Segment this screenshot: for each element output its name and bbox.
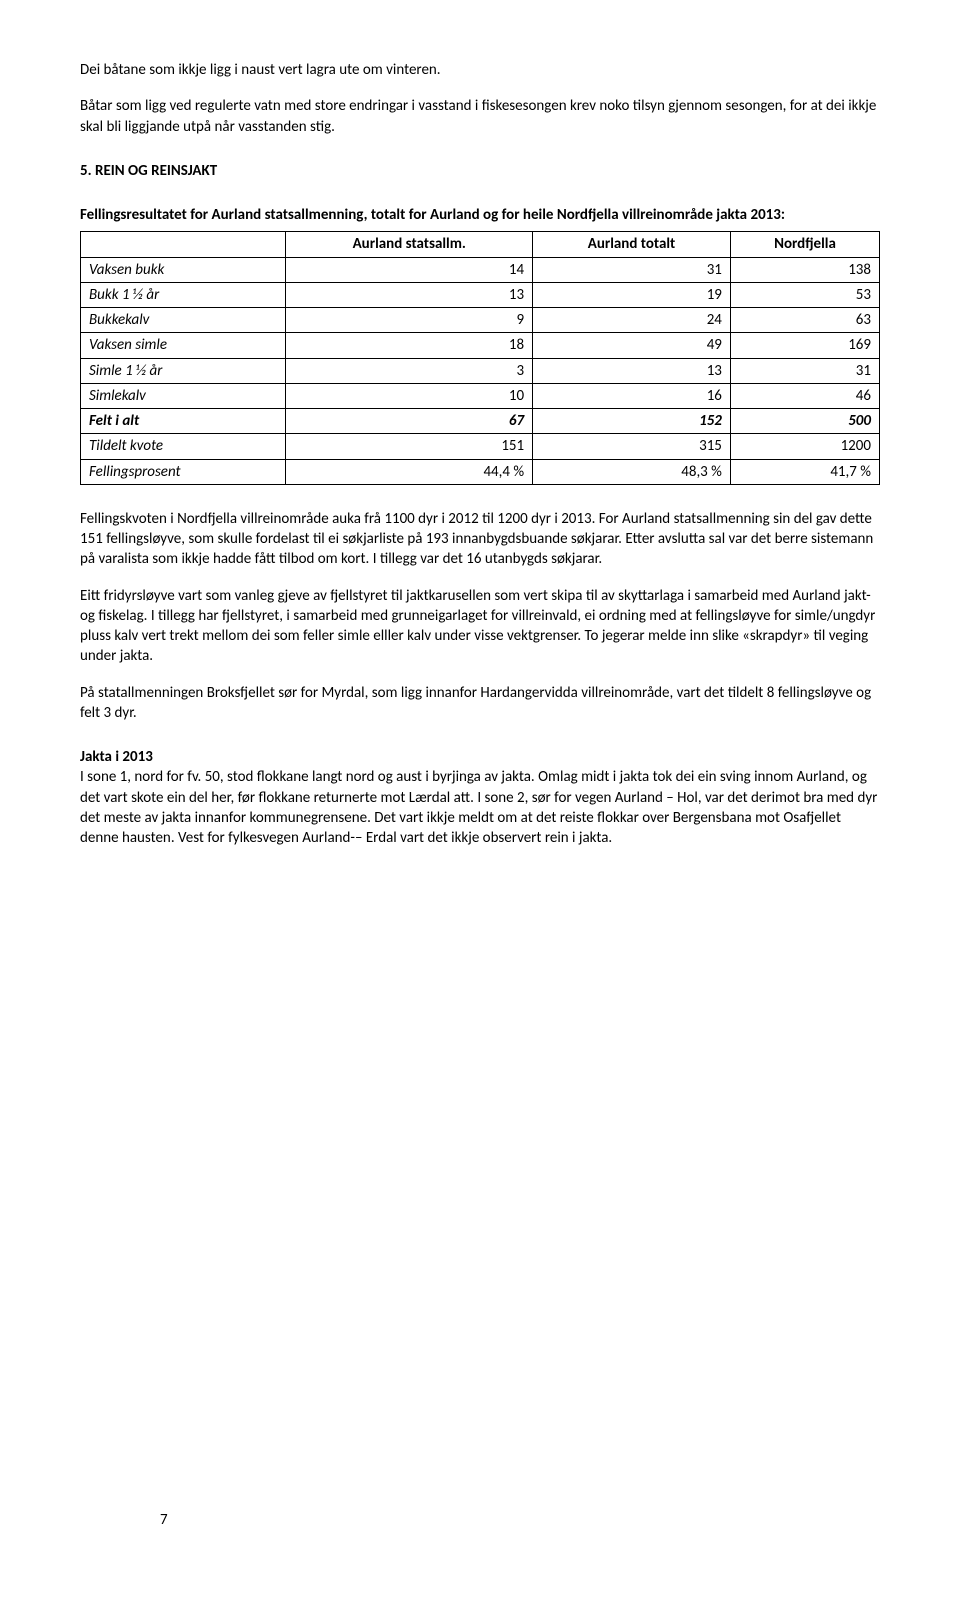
col-header-empty [81,232,286,257]
table-row: Simle 1 ½ år31331 [81,358,880,383]
cell-statsallm: 151 [286,434,533,459]
cell-statsallm: 44,4 % [286,459,533,484]
paragraph-fridyrsloyve: Eitt fridyrsløyve vart som vanleg gjeve … [80,586,880,667]
cell-totalt: 152 [533,409,731,434]
paragraph-boats-1: Dei båtane som ikkje ligg i naust vert l… [80,60,880,80]
section-5-heading: 5. REIN OG REINSJAKT [80,161,880,181]
cell-nordfjella: 46 [730,383,879,408]
cell-statsallm: 10 [286,383,533,408]
cell-nordfjella: 41,7 % [730,459,879,484]
table-row: Vaksen bukk1431138 [81,257,880,282]
cell-statsallm: 67 [286,409,533,434]
cell-statsallm: 14 [286,257,533,282]
cell-totalt: 24 [533,308,731,333]
row-label: Felt i alt [81,409,286,434]
section-5-lead: Fellingsresultatet for Aurland statsallm… [80,205,880,225]
document-page: { "intro": { "p1": "Dei båtane som ikkje… [80,60,880,1560]
cell-totalt: 19 [533,282,731,307]
col-header-statsallm: Aurland statsallm. [286,232,533,257]
cell-nordfjella: 63 [730,308,879,333]
row-label: Bukkekalv [81,308,286,333]
table-row: Bukkekalv92463 [81,308,880,333]
table-row: Simlekalv101646 [81,383,880,408]
table-row: Vaksen simle1849169 [81,333,880,358]
table-row: Bukk 1 ½ år131953 [81,282,880,307]
table-row: Fellingsprosent44,4 %48,3 %41,7 % [81,459,880,484]
row-label: Simlekalv [81,383,286,408]
row-label: Bukk 1 ½ år [81,282,286,307]
row-label: Vaksen bukk [81,257,286,282]
cell-statsallm: 13 [286,282,533,307]
row-label: Vaksen simle [81,333,286,358]
cell-totalt: 31 [533,257,731,282]
col-header-nordfjella: Nordfjella [730,232,879,257]
paragraph-broksfjellet: På statallmenningen Broksfjellet sør for… [80,683,880,724]
cell-nordfjella: 500 [730,409,879,434]
cell-nordfjella: 138 [730,257,879,282]
cell-totalt: 16 [533,383,731,408]
paragraph-boats-2: Båtar som ligg ved regulerte vatn med st… [80,96,880,137]
cell-totalt: 48,3 % [533,459,731,484]
cell-nordfjella: 169 [730,333,879,358]
cell-statsallm: 3 [286,358,533,383]
jakta-heading: Jakta i 2013 [80,747,880,767]
row-label: Tildelt kvote [81,434,286,459]
row-label: Simle 1 ½ år [81,358,286,383]
col-header-totalt: Aurland totalt [533,232,731,257]
cell-totalt: 49 [533,333,731,358]
cell-totalt: 315 [533,434,731,459]
page-number: 7 [160,1510,168,1530]
cell-statsallm: 9 [286,308,533,333]
felling-results-table: Aurland statsallm. Aurland totalt Nordfj… [80,231,880,485]
table-row: Felt i alt67152500 [81,409,880,434]
cell-nordfjella: 1200 [730,434,879,459]
cell-nordfjella: 53 [730,282,879,307]
row-label: Fellingsprosent [81,459,286,484]
table-row: Tildelt kvote1513151200 [81,434,880,459]
paragraph-fellingskvoten: Fellingskvoten i Nordfjella villreinområ… [80,509,880,570]
cell-nordfjella: 31 [730,358,879,383]
cell-statsallm: 18 [286,333,533,358]
table-header-row: Aurland statsallm. Aurland totalt Nordfj… [81,232,880,257]
cell-totalt: 13 [533,358,731,383]
paragraph-jakta: I sone 1, nord for fv. 50, stod flokkane… [80,767,880,848]
